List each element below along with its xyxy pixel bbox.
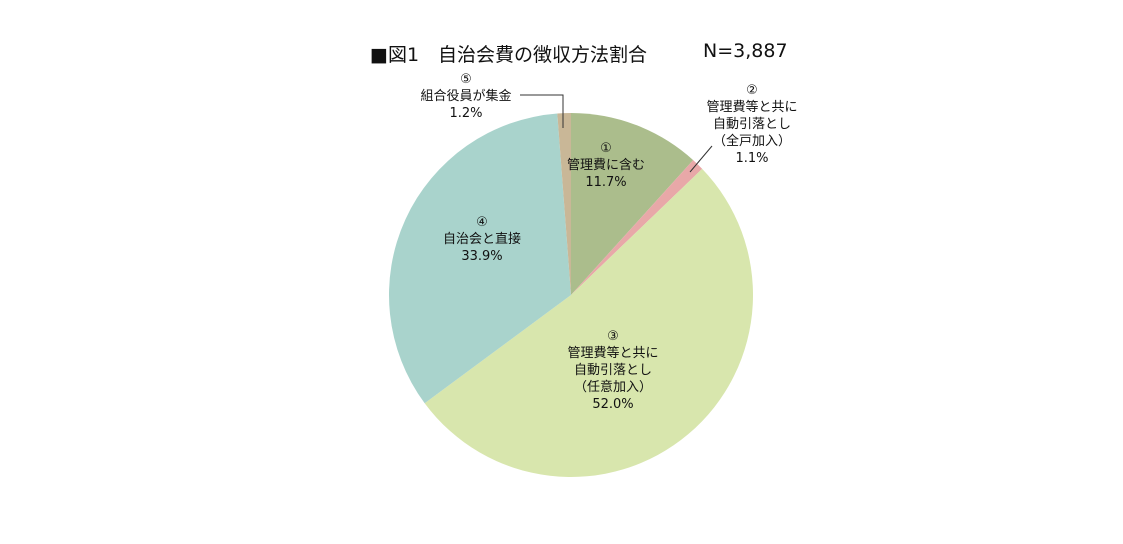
pie-slice-4 bbox=[388, 113, 571, 404]
leader-line-2 bbox=[689, 145, 713, 173]
pie-slice-3 bbox=[424, 168, 753, 477]
slice-name: 管理費等と共に bbox=[567, 346, 659, 361]
slice-value: 52.0% bbox=[592, 397, 634, 412]
slice-label-2: ② 管理費等と共に 自動引落とし （全戸加入） 1.1% bbox=[706, 82, 797, 167]
slice-number: ③ bbox=[607, 329, 619, 344]
slice-value: 11.7% bbox=[585, 175, 627, 190]
slice-number: ④ bbox=[476, 215, 488, 230]
slice-number: ⑤ bbox=[460, 72, 472, 87]
pie-slice-1 bbox=[571, 113, 694, 295]
slice-number: ① bbox=[600, 141, 612, 156]
slice-name: 自治会と直接 bbox=[442, 232, 522, 247]
slice-label-5: ⑤ 組合役員が集金 1.2% bbox=[420, 71, 511, 122]
slice-value: 1.1% bbox=[735, 151, 769, 166]
slice-label-4: ④ 自治会と直接 33.9% bbox=[443, 214, 521, 265]
slice-name: （全戸加入） bbox=[712, 134, 792, 149]
slice-value: 33.9% bbox=[461, 249, 503, 264]
slice-label-1: ① 管理費に含む 11.7% bbox=[567, 140, 645, 191]
slice-name: （任意加入） bbox=[573, 380, 653, 395]
slice-name: 管理費に含む bbox=[566, 158, 646, 173]
slice-number: ② bbox=[746, 83, 758, 98]
chart-title: ■図1 自治会費の徴収方法割合 bbox=[370, 44, 648, 66]
slice-label-3: ③ 管理費等と共に 自動引落とし （任意加入） 52.0% bbox=[567, 328, 658, 413]
pie-slice-5 bbox=[557, 113, 571, 295]
pie-slice-2 bbox=[571, 160, 703, 295]
slice-name: 自動引落とし bbox=[712, 117, 792, 132]
slice-name: 組合役員が集金 bbox=[420, 89, 512, 104]
slice-name: 自動引落とし bbox=[573, 363, 653, 378]
leader-line-5 bbox=[520, 94, 564, 128]
slice-value: 1.2% bbox=[449, 106, 483, 121]
slice-name: 管理費等と共に bbox=[706, 100, 798, 115]
sample-size: N=3,887 bbox=[703, 40, 788, 62]
